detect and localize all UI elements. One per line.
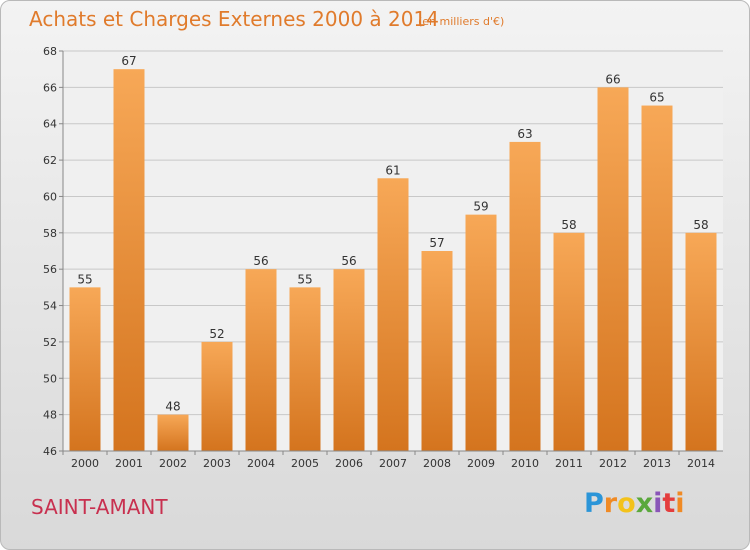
data-label: 67 [121, 54, 136, 68]
data-label: 57 [429, 236, 444, 250]
bar-2012 [597, 87, 629, 451]
data-label: 58 [693, 218, 708, 232]
bar-2013 [641, 105, 673, 451]
x-tick-label: 2014 [687, 457, 715, 470]
data-label: 56 [341, 254, 356, 268]
x-tick-label: 2008 [423, 457, 451, 470]
data-label: 65 [649, 91, 664, 105]
y-tick-label: 66 [43, 81, 57, 94]
x-tick-label: 2011 [555, 457, 583, 470]
x-tick-label: 2003 [203, 457, 231, 470]
data-label: 55 [297, 272, 312, 286]
bar-2006 [333, 269, 365, 451]
logo-letter: i [675, 488, 685, 519]
y-tick-label: 48 [43, 409, 57, 422]
bar-2008 [421, 251, 453, 451]
logo-letter: x [635, 488, 654, 519]
y-tick-label: 58 [43, 227, 57, 240]
logo-letter: o [617, 488, 636, 519]
y-tick-label: 60 [43, 190, 57, 203]
bar-2002 [157, 414, 189, 451]
x-tick-label: 2006 [335, 457, 363, 470]
x-tick-label: 2001 [115, 457, 143, 470]
chart-subtitle: (en milliers d'€) [418, 15, 505, 28]
logo-letter: t [662, 488, 676, 519]
x-tick-label: 2009 [467, 457, 495, 470]
y-tick-label: 56 [43, 263, 57, 276]
y-tick-label: 68 [43, 45, 57, 58]
proxiti-logo[interactable]: Proxiti [584, 488, 685, 519]
x-tick-label: 2010 [511, 457, 539, 470]
data-label: 58 [561, 218, 576, 232]
commune-name: SAINT-AMANT [31, 495, 168, 519]
bar-2009 [465, 214, 497, 451]
bar-2011 [553, 232, 585, 451]
logo-letter: i [653, 488, 663, 519]
y-tick-label: 54 [43, 300, 57, 313]
data-label: 52 [209, 327, 224, 341]
bar-2003 [201, 341, 233, 451]
data-label: 55 [77, 272, 92, 286]
x-tick-label: 2002 [159, 457, 187, 470]
bar-2001 [113, 69, 145, 451]
y-tick-label: 62 [43, 154, 57, 167]
bar-2004 [245, 269, 277, 451]
bar-2005 [289, 287, 321, 451]
x-tick-label: 2000 [71, 457, 99, 470]
data-label: 61 [385, 163, 400, 177]
logo-letter: r [603, 488, 618, 519]
y-tick-label: 64 [43, 118, 57, 131]
data-label: 66 [605, 72, 620, 86]
x-tick-label: 2012 [599, 457, 627, 470]
logo-letter: P [584, 488, 604, 519]
data-label: 59 [473, 200, 488, 214]
x-tick-label: 2007 [379, 457, 407, 470]
x-tick-label: 2004 [247, 457, 275, 470]
data-label: 63 [517, 127, 532, 141]
y-tick-label: 46 [43, 445, 57, 458]
bar-2010 [509, 141, 541, 451]
bar-2000 [69, 287, 101, 451]
data-label: 48 [165, 400, 180, 414]
x-tick-label: 2013 [643, 457, 671, 470]
x-tick-label: 2005 [291, 457, 319, 470]
chart-title: Achats et Charges Externes 2000 à 2014 [29, 7, 439, 31]
data-label: 56 [253, 254, 268, 268]
bar-2007 [377, 178, 409, 452]
y-tick-label: 50 [43, 372, 57, 385]
y-tick-label: 52 [43, 336, 57, 349]
bar-2014 [685, 232, 717, 451]
